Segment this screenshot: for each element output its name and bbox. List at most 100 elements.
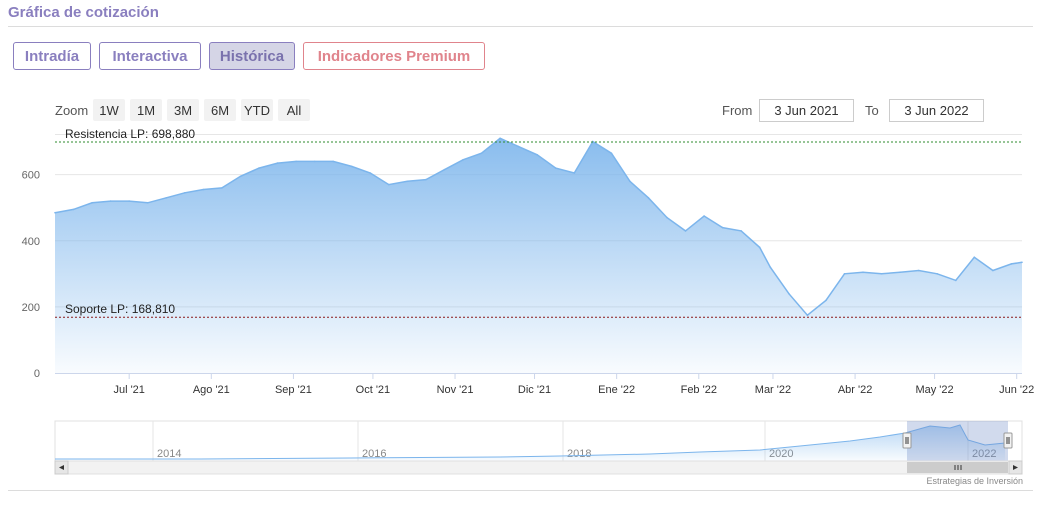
price-point [517,145,520,148]
tab-premium-indicators[interactable]: Indicadores Premium [303,42,485,70]
x-tick-label: Sep '21 [275,384,312,396]
price-point [239,175,242,178]
price-point [1010,263,1013,265]
price-point [973,256,976,259]
price-point [388,183,390,186]
price-area [55,138,1022,373]
zoom-ytd-button[interactable]: YTD [241,99,273,121]
price-point [276,162,279,164]
price-point [806,314,809,317]
price-point [740,230,742,232]
x-tick-label: Mar '22 [755,384,791,396]
price-point [899,271,901,274]
price-point [684,230,687,232]
price-point [146,202,149,204]
to-date-input[interactable] [889,99,984,122]
chevron-left-icon [59,465,64,470]
chart-section-title: Gráfica de cotización [8,4,159,21]
price-point [1021,261,1023,264]
zoom-label: Zoom [55,103,89,118]
zoom-3m-button[interactable]: 3M [167,99,199,121]
price-point [917,269,920,272]
price-point [369,172,372,174]
price-point [109,200,112,202]
price-point [443,168,446,171]
zoom-1w-button[interactable]: 1W [93,99,125,121]
x-tick-label: May '22 [915,384,953,396]
navigator-selection [907,421,1008,461]
zoom-1m-button[interactable]: 1M [130,99,162,121]
price-point [955,279,957,282]
range-selector-divider [55,134,1022,135]
price-point [825,299,827,302]
tab-historical[interactable]: Histórica [209,42,295,70]
chevron-right-icon [1013,465,1018,470]
tab-intraday[interactable]: Intradía [13,42,91,70]
navigator-line [55,424,1006,460]
y-tick-label: 0 [34,368,40,380]
price-point [880,273,883,275]
zoom-6m-button[interactable]: 6M [204,99,236,121]
price-point [769,266,772,269]
price-point [425,178,427,181]
x-tick-label: Abr '22 [838,384,873,396]
price-point [536,154,538,156]
price-point [72,208,75,211]
resistance-label: Resistencia LP: 698,880 [65,127,195,141]
price-point [202,188,205,191]
price-point [499,137,501,140]
y-tick-label: 600 [22,170,40,182]
price-point [332,160,335,163]
title-divider [8,26,1033,27]
x-tick-label: Jul '21 [113,384,144,396]
price-point [629,180,631,183]
price-point [862,271,864,274]
price-point [313,160,316,163]
support-label: Soporte LP: 168,810 [65,302,175,316]
price-point [647,197,650,199]
price-point [703,215,705,217]
from-date-input[interactable] [759,99,854,122]
price-line [54,137,1023,317]
y-tick-label: 400 [22,236,40,248]
price-point [128,200,130,202]
price-point [573,172,576,174]
x-tick-label: Jun '22 [999,384,1034,396]
scrollbar-track [54,460,1023,475]
x-tick-label: Nov '21 [437,384,474,396]
x-tick-label: Feb '22 [681,384,717,396]
navigator-handle-right [1003,432,1013,449]
price-point [788,292,790,295]
price-point [258,167,260,169]
from-label: From [722,103,753,118]
price-point [221,187,223,189]
zoom-all-button[interactable]: All [278,99,310,121]
navigator-year-label: 2014 [157,448,181,460]
price-point [350,165,353,168]
to-label: To [865,103,879,118]
price-point [554,167,557,169]
price-point [480,152,483,154]
y-tick-label: 200 [22,302,40,314]
navigator-year-label: 2016 [362,448,386,460]
price-point [54,211,56,214]
price-point [843,273,846,275]
x-tick-label: Ago '21 [193,384,230,396]
x-tick-label: Dic '21 [518,384,551,396]
x-tick-label: Ene '22 [598,384,635,396]
price-point [184,192,186,194]
price-point [610,152,613,154]
navigator-area [55,425,1005,461]
chart-credit: Estrategias de Inversión [926,476,1023,486]
price-point [295,160,297,163]
price-point [936,273,938,275]
tab-interactive[interactable]: Interactiva [99,42,201,70]
price-point [992,269,994,272]
bottom-divider [8,490,1033,491]
price-point [91,202,93,204]
navigator-handle-left [902,432,912,449]
x-tick-label: Oct '21 [356,384,391,396]
price-point [721,226,724,229]
price-point [165,197,168,199]
price-point [406,180,409,183]
